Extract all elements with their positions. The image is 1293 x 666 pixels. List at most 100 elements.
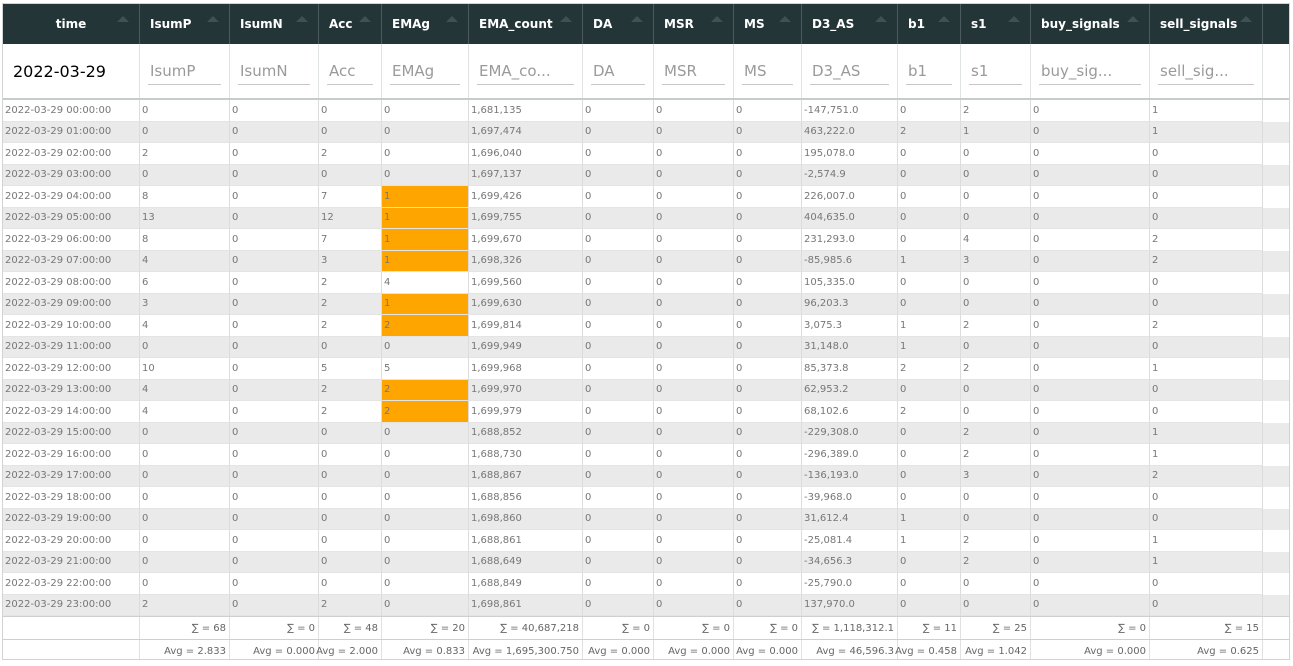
filter-input-isumn[interactable] <box>238 57 310 85</box>
table-row[interactable]: 2022-03-29 09:00:00 3 0 2 1 1,699,630 0 0 0 96,20… <box>3 293 1289 315</box>
column-header-s1[interactable]: s1 <box>961 4 1031 44</box>
sum-row: ∑ = 68 ∑ = 0 ∑ = 48 ∑ = 20 ∑ = 40,687,218 ∑ =… <box>3 616 1289 639</box>
filter-input-da[interactable] <box>591 57 645 85</box>
sum-cell: ∑ = 20 <box>382 617 469 639</box>
filter-input-isump[interactable] <box>148 57 221 85</box>
table-row[interactable]: 2022-03-29 02:00:00 2 0 2 0 1,696,040 0 0 0 195,0… <box>3 143 1289 165</box>
cell-b1: 0 <box>898 487 961 509</box>
sort-arrow-icon[interactable] <box>938 16 950 22</box>
filter-input-ms[interactable] <box>742 57 793 85</box>
table-row[interactable]: 2022-03-29 07:00:00 4 0 3 1 1,698,326 0 0 0 -85,9… <box>3 250 1289 272</box>
cell-isumn: 0 <box>230 508 319 530</box>
table-row[interactable]: 2022-03-29 03:00:00 0 0 0 0 1,697,137 0 0 0 -2,57… <box>3 164 1289 186</box>
sort-arrow-icon[interactable] <box>117 16 129 22</box>
table-row[interactable]: 2022-03-29 21:00:00 0 0 0 0 1,688,649 0 0 0 -34,6… <box>3 551 1289 573</box>
sort-arrow-icon[interactable] <box>560 16 572 22</box>
column-header-ms[interactable]: MS <box>734 4 802 44</box>
cell-ema_count: 1,681,135 <box>469 100 583 122</box>
cell-ms: 0 <box>734 143 802 165</box>
table-row[interactable]: 2022-03-29 14:00:00 4 0 2 2 1,699,979 0 0 0 68,10… <box>3 401 1289 423</box>
column-header-isumn[interactable]: IsumN <box>230 4 319 44</box>
table-row[interactable]: 2022-03-29 05:00:00 13 0 12 1 1,699,755 0 0 0 404… <box>3 207 1289 229</box>
date-filter-input[interactable] <box>11 57 131 85</box>
column-header-label: EMA_count <box>479 17 553 31</box>
cell-emag: 0 <box>382 143 469 165</box>
column-header-time[interactable]: time <box>3 4 140 44</box>
cell-d3_as: -2,574.9 <box>802 164 898 186</box>
table-row[interactable]: 2022-03-29 22:00:00 0 0 0 0 1,688,849 0 0 0 -25,7… <box>3 573 1289 595</box>
cell-isumn: 0 <box>230 143 319 165</box>
filter-input-b1[interactable] <box>906 57 952 85</box>
column-header-label: b1 <box>908 17 925 31</box>
cell-isumn: 0 <box>230 121 319 143</box>
table-row[interactable]: 2022-03-29 08:00:00 6 0 2 4 1,699,560 0 0 0 105,3… <box>3 272 1289 294</box>
cell-msr: 0 <box>654 508 734 530</box>
cell-acc: 5 <box>319 358 382 380</box>
column-header-msr[interactable]: MSR <box>654 4 734 44</box>
filter-input-msr[interactable] <box>662 57 725 85</box>
table-row[interactable]: 2022-03-29 12:00:00 10 0 5 5 1,699,968 0 0 0 85,3… <box>3 358 1289 380</box>
column-header-d3_as[interactable]: D3_AS <box>802 4 898 44</box>
sort-arrow-icon[interactable] <box>1240 16 1252 22</box>
table-row[interactable]: 2022-03-29 16:00:00 0 0 0 0 1,688,730 0 0 0 -296,… <box>3 444 1289 466</box>
table-row[interactable]: 2022-03-29 04:00:00 8 0 7 1 1,699,426 0 0 0 226,0… <box>3 186 1289 208</box>
filter-input-ema_count[interactable] <box>477 57 574 85</box>
table-row[interactable]: 2022-03-29 10:00:00 4 0 2 2 1,699,814 0 0 0 3,075… <box>3 315 1289 337</box>
column-header-da[interactable]: DA <box>583 4 654 44</box>
filter-input-sell_signals[interactable] <box>1158 57 1254 85</box>
sort-arrow-icon[interactable] <box>296 16 308 22</box>
cell-da: 0 <box>583 315 654 337</box>
table-row[interactable]: 2022-03-29 11:00:00 0 0 0 0 1,699,949 0 0 0 31,14… <box>3 336 1289 358</box>
column-header-b1[interactable]: b1 <box>898 4 961 44</box>
sort-arrow-icon[interactable] <box>631 16 643 22</box>
column-header-emag[interactable]: EMAg <box>382 4 469 44</box>
cell-isump: 8 <box>140 186 230 208</box>
filter-input-d3_as[interactable] <box>810 57 889 85</box>
cell-isump: 2 <box>140 594 230 616</box>
table-row[interactable]: 2022-03-29 13:00:00 4 0 2 2 1,699,970 0 0 0 62,95… <box>3 379 1289 401</box>
cell-msr: 0 <box>654 207 734 229</box>
table-row[interactable]: 2022-03-29 00:00:00 0 0 0 0 1,681,135 0 0 0 -147,… <box>3 100 1289 122</box>
sum-cell: ∑ = 40,687,218 <box>469 617 583 639</box>
filter-input-s1[interactable] <box>969 57 1022 85</box>
sort-arrow-icon[interactable] <box>779 16 791 22</box>
cell-msr: 0 <box>654 401 734 423</box>
column-header-ema_count[interactable]: EMA_count <box>469 4 583 44</box>
table-row[interactable]: 2022-03-29 19:00:00 0 0 0 0 1,698,860 0 0 0 31,61… <box>3 508 1289 530</box>
avg-cell <box>3 640 140 659</box>
sort-arrow-icon[interactable] <box>359 16 371 22</box>
filter-input-buy_signals[interactable] <box>1039 57 1141 85</box>
cell-s1: 0 <box>961 401 1031 423</box>
cell-isumn: 0 <box>230 487 319 509</box>
cell-sell_signals: 1 <box>1150 100 1263 122</box>
column-header-buy_signals[interactable]: buy_signals <box>1031 4 1150 44</box>
sort-arrow-icon[interactable] <box>711 16 723 22</box>
sort-arrow-icon[interactable] <box>207 16 219 22</box>
filter-input-emag[interactable] <box>390 57 460 85</box>
cell-emag: 1 <box>382 207 469 229</box>
cell-s1: 2 <box>961 422 1031 444</box>
column-header-label: IsumP <box>150 17 192 31</box>
cell-b1: 0 <box>898 465 961 487</box>
column-header-sell_signals[interactable]: sell_signals <box>1150 4 1263 44</box>
table-row[interactable]: 2022-03-29 01:00:00 0 0 0 0 1,697,474 0 0 0 463,2… <box>3 121 1289 143</box>
column-header-isump[interactable]: IsumP <box>140 4 230 44</box>
table-row[interactable]: 2022-03-29 15:00:00 0 0 0 0 1,688,852 0 0 0 -229,… <box>3 422 1289 444</box>
cell-da: 0 <box>583 444 654 466</box>
table-row[interactable]: 2022-03-29 17:00:00 0 0 0 0 1,688,867 0 0 0 -136,… <box>3 465 1289 487</box>
cell-buy_signals: 0 <box>1031 551 1150 573</box>
table-row[interactable]: 2022-03-29 06:00:00 8 0 7 1 1,699,670 0 0 0 231,2… <box>3 229 1289 251</box>
filter-input-acc[interactable] <box>327 57 373 85</box>
cell-time: 2022-03-29 04:00:00 <box>3 186 140 208</box>
cell-da: 0 <box>583 164 654 186</box>
sort-arrow-icon[interactable] <box>1127 16 1139 22</box>
cell-sell_signals: 1 <box>1150 444 1263 466</box>
cell-msr: 0 <box>654 186 734 208</box>
column-header-acc[interactable]: Acc <box>319 4 382 44</box>
sort-arrow-icon[interactable] <box>446 16 458 22</box>
sort-arrow-icon[interactable] <box>875 16 887 22</box>
table-row[interactable]: 2022-03-29 18:00:00 0 0 0 0 1,688,856 0 0 0 -39,9… <box>3 487 1289 509</box>
table-row[interactable]: 2022-03-29 23:00:00 2 0 2 0 1,698,861 0 0 0 137,9… <box>3 594 1289 616</box>
sort-arrow-icon[interactable] <box>1008 16 1020 22</box>
table-row[interactable]: 2022-03-29 20:00:00 0 0 0 0 1,688,861 0 0 0 -25,0… <box>3 530 1289 552</box>
